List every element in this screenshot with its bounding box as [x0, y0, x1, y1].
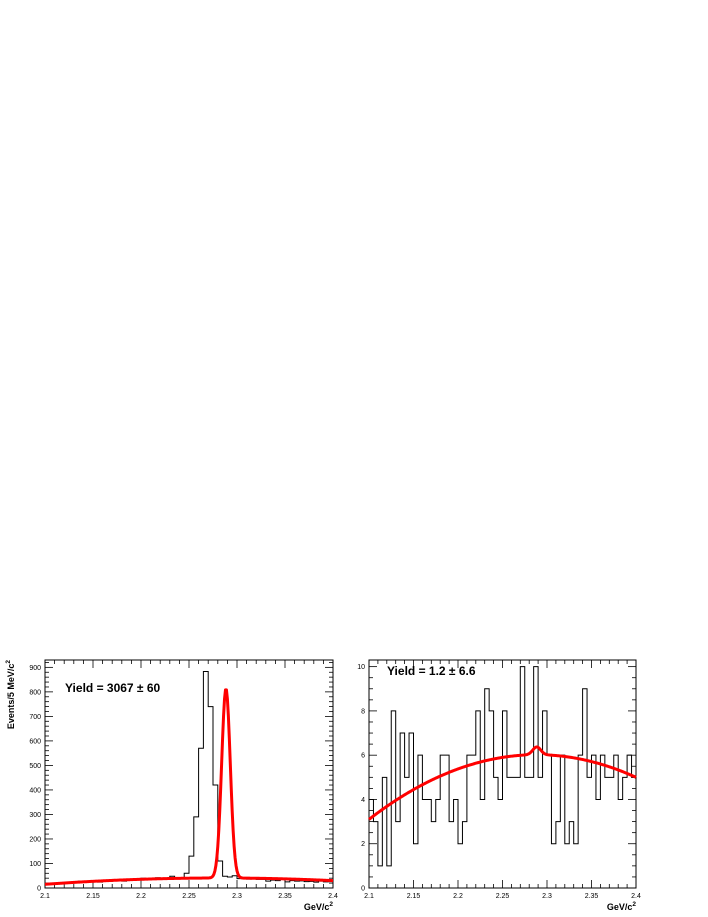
y-tick-label: 500 — [29, 763, 41, 770]
y-tick-label: 200 — [29, 836, 41, 843]
y-tick-label: 900 — [29, 665, 41, 672]
chart-panel-2: 2.1 2.15 2.2 2.25 2.3 2.35 2.4 0 2 4 6 8 10 GeV/c2 Yie… — [357, 659, 641, 912]
x-axis-label: GeV/c2 — [607, 901, 637, 912]
fit-curve — [44, 688, 334, 886]
x-tick-label: 2.2 — [453, 893, 463, 900]
x-tick-label: 2.15 — [86, 893, 100, 900]
histogram-line — [369, 666, 636, 867]
x-tick-label: 2.15 — [407, 893, 421, 900]
y-tick-label: 0 — [37, 886, 41, 893]
y-tick-label: 700 — [29, 714, 41, 721]
y-tick-label: 400 — [29, 787, 41, 794]
y-axis-label: Events/5 MeV/c2 — [5, 660, 16, 730]
chart-panel-1: 2.1 2.15 2.2 2.25 2.3 2.35 2.4 0 100 200 300 400 500… — [5, 659, 338, 912]
x-tick-label: 2.25 — [496, 893, 510, 900]
x-tick-label: 2.25 — [182, 893, 196, 900]
x-tick-label: 2.3 — [232, 893, 242, 900]
y-tick-label: 600 — [29, 738, 41, 745]
y-tick-label: 2 — [361, 841, 365, 848]
x-tick-label: 2.4 — [328, 893, 338, 900]
x-tick-label: 2.35 — [585, 893, 599, 900]
y-tick-label: 4 — [361, 797, 365, 804]
x-tick-label: 2.3 — [542, 893, 552, 900]
y-tick-label: 10 — [357, 664, 365, 671]
y-tick-label: 8 — [361, 708, 365, 715]
y-tick-label: 800 — [29, 689, 41, 696]
x-tick-label: 2.2 — [136, 893, 146, 900]
y-tick-label: 6 — [361, 753, 365, 760]
yield-annotation: Yield = 1.2 ± 6.6 — [387, 664, 476, 678]
x-tick-label: 2.35 — [278, 893, 292, 900]
x-tick-label: 2.4 — [631, 893, 641, 900]
y-tick-label: 0 — [361, 886, 365, 893]
fit-curve — [368, 745, 637, 821]
x-tick-label: 2.1 — [40, 893, 50, 900]
x-tick-label: 2.1 — [364, 893, 374, 900]
histogram-line — [45, 671, 333, 886]
x-axis-label: GeV/c2 — [304, 901, 334, 912]
y-tick-label: 300 — [29, 812, 41, 819]
yield-annotation: Yield = 3067 ± 60 — [65, 681, 161, 695]
y-tick-label: 100 — [29, 861, 41, 868]
